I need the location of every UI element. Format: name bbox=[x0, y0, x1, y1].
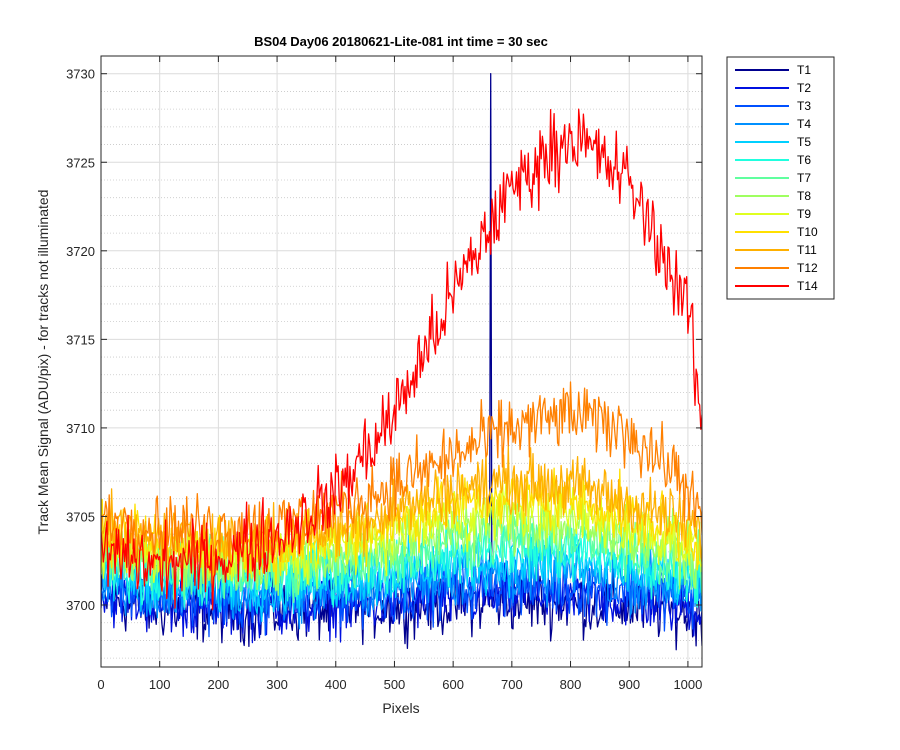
series-group bbox=[101, 73, 702, 651]
legend-label-t1: T1 bbox=[797, 63, 811, 77]
x-tick-label: 400 bbox=[325, 677, 347, 692]
series-line-t11 bbox=[101, 445, 702, 580]
legend-label-t10: T10 bbox=[797, 225, 818, 239]
y-tick-label: 3715 bbox=[66, 332, 95, 347]
x-tick-label: 900 bbox=[618, 677, 640, 692]
legend-label-t3: T3 bbox=[797, 99, 811, 113]
x-tick-label: 600 bbox=[442, 677, 464, 692]
series-line-t14 bbox=[101, 108, 702, 611]
legend-label-t12: T12 bbox=[797, 261, 818, 275]
y-tick-label: 3705 bbox=[66, 509, 95, 524]
legend: T1 T2 T3 T4 T5 T6 T7 T8 T9 T10 T11 T12 T14 bbox=[726, 56, 835, 300]
y-tick-label: 3720 bbox=[66, 244, 95, 259]
x-axis-label: Pixels bbox=[382, 700, 419, 716]
legend-label-t5: T5 bbox=[797, 135, 811, 149]
x-tick-label: 300 bbox=[266, 677, 288, 692]
legend-label-t14: T14 bbox=[797, 279, 818, 293]
y-tick-label: 3710 bbox=[66, 421, 95, 436]
x-tick-label: 500 bbox=[384, 677, 406, 692]
legend-label-t6: T6 bbox=[797, 153, 811, 167]
x-tick-label: 0 bbox=[97, 677, 104, 692]
x-tick-label: 1000 bbox=[673, 677, 702, 692]
x-tick-label: 800 bbox=[560, 677, 582, 692]
y-axis-label: Track Mean Signal (ADU/pix) - for tracks… bbox=[35, 190, 51, 535]
x-tick-label: 200 bbox=[208, 677, 230, 692]
legend-label-t4: T4 bbox=[797, 117, 811, 131]
plot-area: 0 100 200 300 400 500 600 700 800 900 1000 3700 3705… bbox=[66, 55, 703, 692]
y-tick-label: 3700 bbox=[66, 598, 95, 613]
legend-label-t2: T2 bbox=[797, 81, 811, 95]
axes-frame bbox=[100, 55, 703, 668]
series-line-t7 bbox=[101, 497, 702, 604]
x-tick-label: 100 bbox=[149, 677, 171, 692]
y-tick-label: 3730 bbox=[66, 67, 95, 82]
legend-label-t11: T11 bbox=[797, 243, 817, 257]
legend-label-t9: T9 bbox=[797, 207, 811, 221]
legend-label-t7: T7 bbox=[797, 171, 811, 185]
chart-title: BS04 Day06 20180621-Lite-081 int time = … bbox=[254, 34, 548, 49]
y-tick-label: 3725 bbox=[66, 155, 95, 170]
legend-label-t8: T8 bbox=[797, 189, 811, 203]
x-tick-label: 700 bbox=[501, 677, 523, 692]
